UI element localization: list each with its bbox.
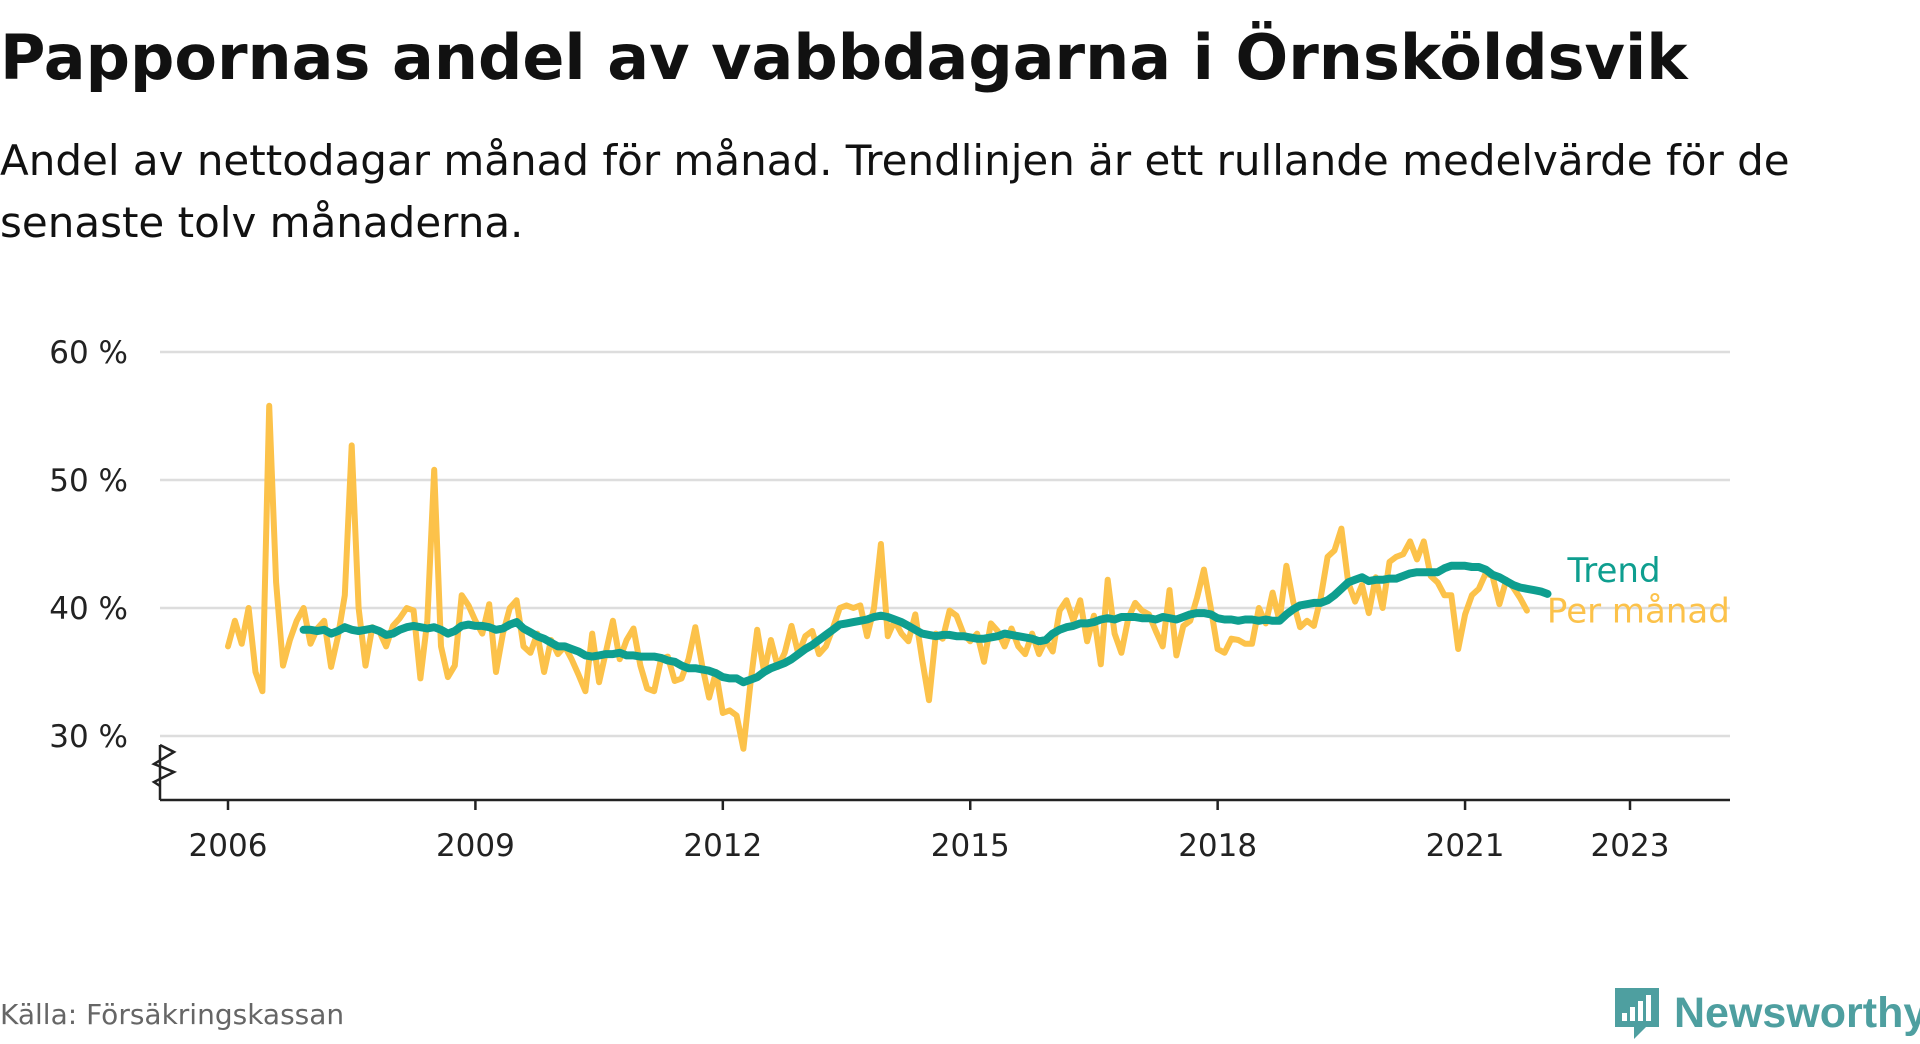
x-tick-label: 2009 [436, 828, 515, 864]
bar-chart-flag-icon [1615, 988, 1659, 1039]
source-note: Källa: Försäkringskassan [0, 998, 345, 1031]
x-tick-label: 2012 [683, 828, 762, 864]
y-tick-label: 40 % [49, 591, 128, 627]
x-tick-label: 2015 [931, 828, 1010, 864]
series-label-trend: Trend [1567, 551, 1661, 591]
series-lines [225, 402, 1552, 752]
series-line-per-manad [225, 402, 1530, 752]
chart-title: Pappornas andel av vabbdagarna i Örnsköl… [0, 21, 1688, 94]
y-tick-label: 30 % [49, 719, 128, 755]
y-tick-label: 50 % [49, 463, 128, 499]
x-tick-label: 2023 [1591, 828, 1670, 864]
series-line-trend [299, 561, 1552, 687]
line-chart: 30 % 40 % 50 % 60 % 2006 2009 2012 2015 2018 202… [49, 335, 1730, 864]
x-tick-label: 2021 [1426, 828, 1505, 864]
brand-name: Newsworthy [1674, 988, 1920, 1037]
gridlines [160, 350, 1730, 738]
chart-subtitle: Andel av nettodagar månad för månad. Tre… [0, 136, 1790, 247]
x-tick-label: 2006 [189, 828, 268, 864]
series-label-per-manad: Per månad [1547, 592, 1730, 632]
y-tick-label: 60 % [49, 335, 128, 371]
axis-break-icon [151, 743, 178, 788]
x-tick-label: 2018 [1178, 828, 1257, 864]
axes [151, 743, 1730, 802]
y-axis-tick-labels: 30 % 40 % 50 % 60 % [49, 335, 128, 755]
brand[interactable]: Newsworthy [1612, 982, 1920, 1044]
x-axis-tick-labels: 2006 2009 2012 2015 2018 2021 2023 [189, 800, 1670, 864]
